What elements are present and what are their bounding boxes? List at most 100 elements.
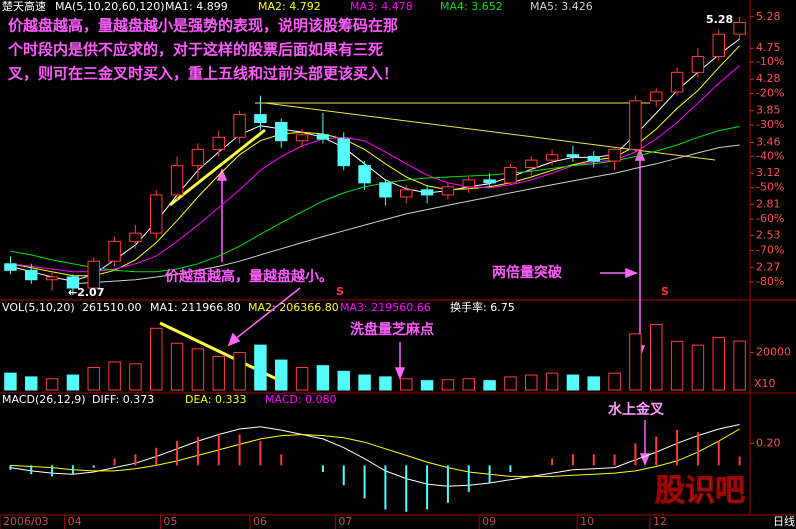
candle-body (587, 155, 600, 162)
y-tick-label: 2.53 (756, 228, 781, 241)
volume-bar (504, 376, 517, 391)
y-tick-label: 4.75 (756, 41, 781, 54)
panel-legend: MA4: 3.652 (440, 0, 503, 13)
candle-body (233, 114, 246, 138)
candle-body (733, 21, 746, 35)
arrow-head (216, 167, 228, 181)
candle-body (504, 167, 517, 184)
candle-body (337, 138, 350, 167)
volume-bar (87, 367, 100, 391)
x-tick-label: 07 (338, 515, 352, 528)
candle-body (316, 134, 330, 140)
y-tick-label: -60% (756, 212, 784, 225)
candle-body (87, 260, 100, 289)
volume-bar (566, 374, 580, 391)
panel-legend: MACD: 0.080 (265, 393, 337, 406)
volume-bar (170, 342, 184, 391)
annotation: 5.28 (706, 13, 733, 26)
volume-bar (650, 324, 663, 391)
candle-body (420, 189, 434, 196)
y-tick-label: -50% (756, 181, 784, 194)
panel-legend: DIFF: 0.373 (92, 393, 154, 406)
y-tick-label: -20% (756, 86, 784, 99)
macd-line (10, 428, 740, 477)
panel-legend: MA3: 4.478 (350, 0, 413, 13)
x-tick-label: 05 (163, 515, 177, 528)
annotation: 价越盘越高，量越盘越小是强势的表现，说明该股筹码在那 (8, 17, 398, 35)
candle-body (670, 71, 684, 93)
y-tick-label: 2.81 (756, 197, 781, 210)
macd-line (10, 424, 740, 487)
volume-bar (129, 363, 142, 391)
x-tick-label: 04 (68, 515, 82, 528)
candle-body (483, 179, 496, 184)
volume-bar (4, 372, 17, 391)
volume-bar (629, 333, 642, 391)
x-tick-label: 12 (653, 515, 667, 528)
volume-bar (45, 378, 59, 391)
candle-body (191, 148, 205, 167)
trend-line (264, 102, 716, 161)
panel-legend: MA1: 211966.80 (150, 301, 241, 314)
panel-legend: MA2: 4.792 (258, 0, 321, 13)
panel-legend: MA2: 206366.80 (248, 301, 339, 314)
candle-body (379, 182, 392, 198)
y-tick-label: -10% (756, 55, 784, 68)
candle-body (441, 186, 455, 196)
arrow-head (394, 367, 406, 381)
volume-bar (483, 380, 496, 391)
period-label: 日线 (773, 514, 795, 528)
arrow-head (625, 267, 639, 279)
y-tick-label: 4.28 (756, 72, 781, 85)
volume-bar (525, 374, 538, 391)
candle-body (400, 189, 413, 198)
candle-body (545, 154, 559, 161)
volume-bar (545, 372, 559, 391)
volume-bar (212, 355, 225, 391)
volume-bar (191, 348, 205, 391)
annotation: 个时段内是供不应求的，对于这样的股票后面如果有三死 (7, 41, 383, 59)
volume-bar (66, 374, 80, 391)
arrow-head (227, 332, 241, 347)
signal-marker: S (336, 285, 344, 298)
candle-body (66, 276, 80, 289)
volume-bar (108, 361, 121, 391)
panel-legend: MA3: 219560.66 (340, 301, 431, 314)
volume-bar (691, 344, 705, 391)
axis-unit: X10 (754, 377, 776, 390)
panel-legend: 261510.00 (82, 301, 142, 314)
arrow (233, 287, 301, 341)
signal-marker: S (661, 285, 669, 298)
volume-bar (254, 344, 267, 391)
annotation: 两倍量突破 (492, 264, 562, 281)
volume-bar (670, 340, 684, 391)
panel-legend: MA(5,10,20,60,120) (55, 0, 165, 13)
trend-line (169, 128, 266, 207)
candle-body (150, 194, 163, 234)
y-tick-label: 3.46 (756, 135, 781, 148)
volume-bar (462, 378, 475, 391)
volume-bar (150, 327, 163, 391)
volume-bar (400, 378, 413, 391)
y-tick-label: 3.85 (756, 104, 781, 117)
annotation: 水上金叉 (608, 401, 665, 418)
y-tick-label: 0.20 (756, 436, 781, 449)
panel-legend: MA5: 3.426 (530, 0, 593, 13)
ma-line (72, 144, 740, 285)
candle-body (650, 91, 663, 102)
candle-body (212, 136, 225, 150)
candle-body (691, 55, 705, 73)
volume-bar (733, 340, 746, 391)
volume-bar (441, 379, 455, 391)
volume-bar (608, 372, 621, 391)
x-tick-label: 10 (580, 515, 594, 528)
candle-body (275, 121, 288, 142)
y-tick-label: -80% (756, 275, 784, 288)
candle-body (170, 165, 184, 196)
volume-bar (25, 376, 38, 391)
candle-body (629, 100, 642, 150)
x-tick-label: 09 (482, 515, 496, 528)
volume-bar (587, 376, 600, 391)
candle-body (4, 263, 17, 271)
